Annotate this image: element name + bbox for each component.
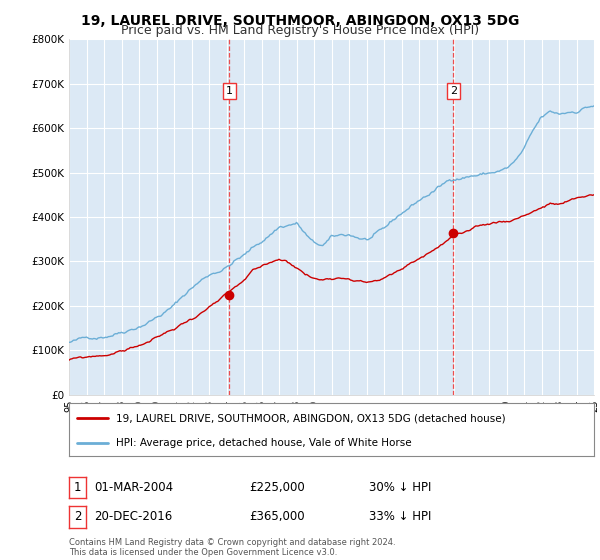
Text: 19, LAUREL DRIVE, SOUTHMOOR, ABINGDON, OX13 5DG (detached house): 19, LAUREL DRIVE, SOUTHMOOR, ABINGDON, O… [116, 413, 506, 423]
Text: Price paid vs. HM Land Registry's House Price Index (HPI): Price paid vs. HM Land Registry's House … [121, 24, 479, 37]
Text: 33% ↓ HPI: 33% ↓ HPI [369, 510, 431, 524]
Text: £365,000: £365,000 [249, 510, 305, 524]
Text: 1: 1 [74, 481, 81, 494]
Text: 01-MAR-2004: 01-MAR-2004 [94, 481, 173, 494]
Text: 1: 1 [226, 86, 233, 96]
Text: Contains HM Land Registry data © Crown copyright and database right 2024.
This d: Contains HM Land Registry data © Crown c… [69, 538, 395, 557]
Text: 30% ↓ HPI: 30% ↓ HPI [369, 481, 431, 494]
Text: 20-DEC-2016: 20-DEC-2016 [94, 510, 172, 524]
Text: £225,000: £225,000 [249, 481, 305, 494]
Text: HPI: Average price, detached house, Vale of White Horse: HPI: Average price, detached house, Vale… [116, 438, 412, 448]
Text: 19, LAUREL DRIVE, SOUTHMOOR, ABINGDON, OX13 5DG: 19, LAUREL DRIVE, SOUTHMOOR, ABINGDON, O… [81, 14, 519, 28]
Text: 2: 2 [74, 510, 81, 524]
Text: 2: 2 [450, 86, 457, 96]
